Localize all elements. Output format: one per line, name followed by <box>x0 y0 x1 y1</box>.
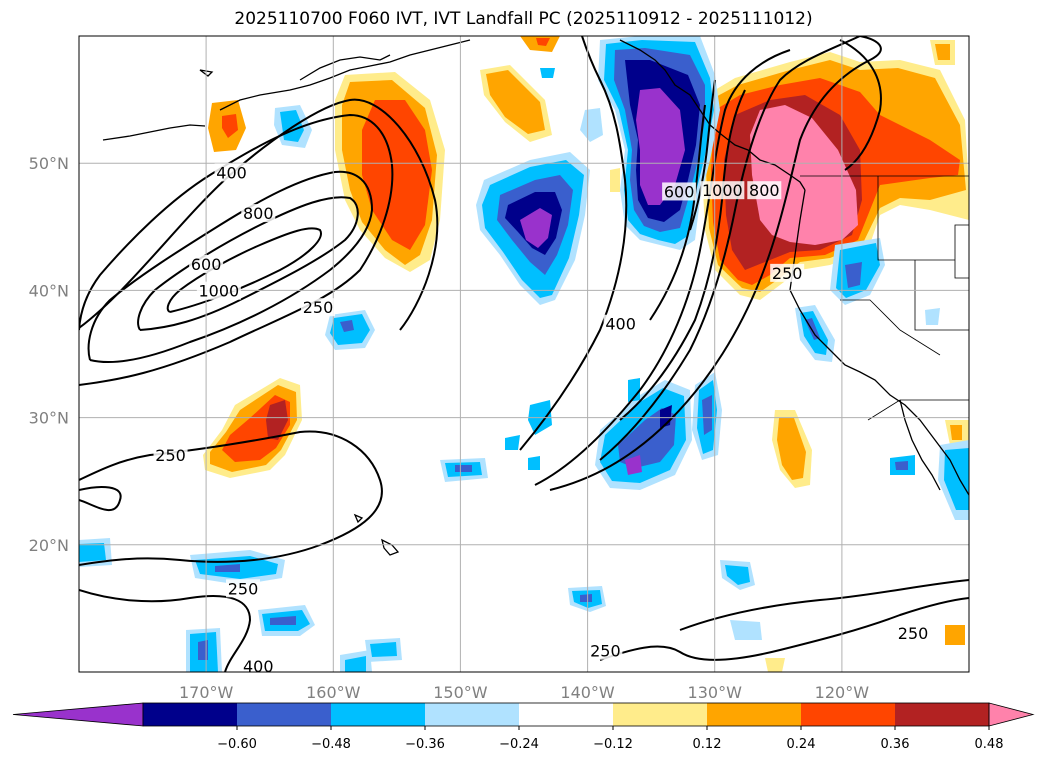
map-frame <box>78 35 970 673</box>
colorbar-bin <box>707 703 801 726</box>
contour-label-bg <box>214 163 249 182</box>
contour-label-bg <box>189 254 224 273</box>
lon-tick-label: 170°W <box>179 683 234 702</box>
contour-label: 600 <box>191 255 222 274</box>
contour-label: 800 <box>749 181 780 200</box>
lat-tick-label: 20°N <box>29 536 69 555</box>
colorbar-tick-label: −0.60 <box>217 737 257 752</box>
ivt-contours <box>79 36 969 672</box>
colorbar-bin <box>425 703 519 726</box>
lon-tick-label: 150°W <box>433 683 488 702</box>
colorbar-bin <box>519 703 613 726</box>
colorbar-tick-label: −0.48 <box>311 737 351 752</box>
contour-label-bg <box>700 181 745 200</box>
colorbar-extend-low <box>12 702 144 727</box>
contour-label-bg <box>241 656 276 672</box>
lat-tick-label: 40°N <box>29 281 69 300</box>
contour-label-bg <box>153 445 188 464</box>
colorbar-extend-high <box>988 702 1035 727</box>
colorbar-tick-label: 0.48 <box>975 737 1004 752</box>
political-borders <box>800 175 969 421</box>
colorbar-bin <box>331 703 425 726</box>
colorbar-tick-label: 0.12 <box>693 737 722 752</box>
graticule <box>79 36 969 672</box>
colorbar-tick-label: −0.12 <box>593 737 633 752</box>
contour-label: 1000 <box>702 181 743 200</box>
contour-label-bg <box>241 204 276 223</box>
lon-tick-label: 140°W <box>560 683 615 702</box>
contour-label: 400 <box>216 163 247 182</box>
contour-label-bg <box>588 641 623 660</box>
colorbar-bin <box>143 703 237 726</box>
colorbar-bin <box>613 703 707 726</box>
contour-label-bg <box>770 263 805 282</box>
contour-label: 400 <box>243 657 274 676</box>
contour-label: 600 <box>664 182 695 201</box>
contour-labels: 400 800 600 1000 250 250 250 400 600 1000 800 250 40… <box>153 163 931 676</box>
map-title: 2025110700 F060 IVT, IVT Landfall PC (20… <box>234 9 813 29</box>
contour-label: 1000 <box>198 282 239 301</box>
colorbar: −0.60 −0.48 −0.36 −0.24 −0.12 0.12 0.24 0.36 0.4… <box>12 702 1035 752</box>
colorbar-bin <box>895 703 989 726</box>
contour-label-bg <box>747 181 782 200</box>
contour-label-bg <box>301 298 336 317</box>
lon-tick-label: 120°W <box>815 683 870 702</box>
contour-label-bg <box>896 623 931 642</box>
colorbar-tick-label: −0.36 <box>405 737 445 752</box>
latitude-labels: 20°N 30°N 40°N 50°N <box>29 154 69 555</box>
longitude-labels: 170°W 160°W 150°W 140°W 130°W 120°W <box>179 683 869 702</box>
lon-tick-label: 160°W <box>306 683 361 702</box>
colorbar-tick-label: −0.24 <box>499 737 539 752</box>
contour-label: 250 <box>155 446 186 465</box>
contour-label: 250 <box>898 624 929 643</box>
lat-tick-label: 30°N <box>29 409 69 428</box>
contour-label: 800 <box>243 204 274 223</box>
colorbar-bin <box>801 703 895 726</box>
contour-label: 250 <box>228 579 259 598</box>
colorbar-tick-label: 0.36 <box>881 737 910 752</box>
contour-label: 250 <box>303 298 334 317</box>
colorbar-outline <box>142 702 990 727</box>
contour-label-bg <box>226 579 261 598</box>
contour-label: 400 <box>605 315 636 334</box>
contour-label: 250 <box>590 642 621 661</box>
contour-label-bg <box>662 182 697 201</box>
colorbar-bin <box>237 703 331 726</box>
lon-tick-label: 130°W <box>688 683 743 702</box>
lat-tick-label: 50°N <box>29 154 69 173</box>
contour-label-bg <box>603 314 638 333</box>
contour-label: 250 <box>772 264 803 283</box>
colorbar-tick-label: 0.24 <box>787 737 816 752</box>
contour-label-bg <box>196 281 241 300</box>
